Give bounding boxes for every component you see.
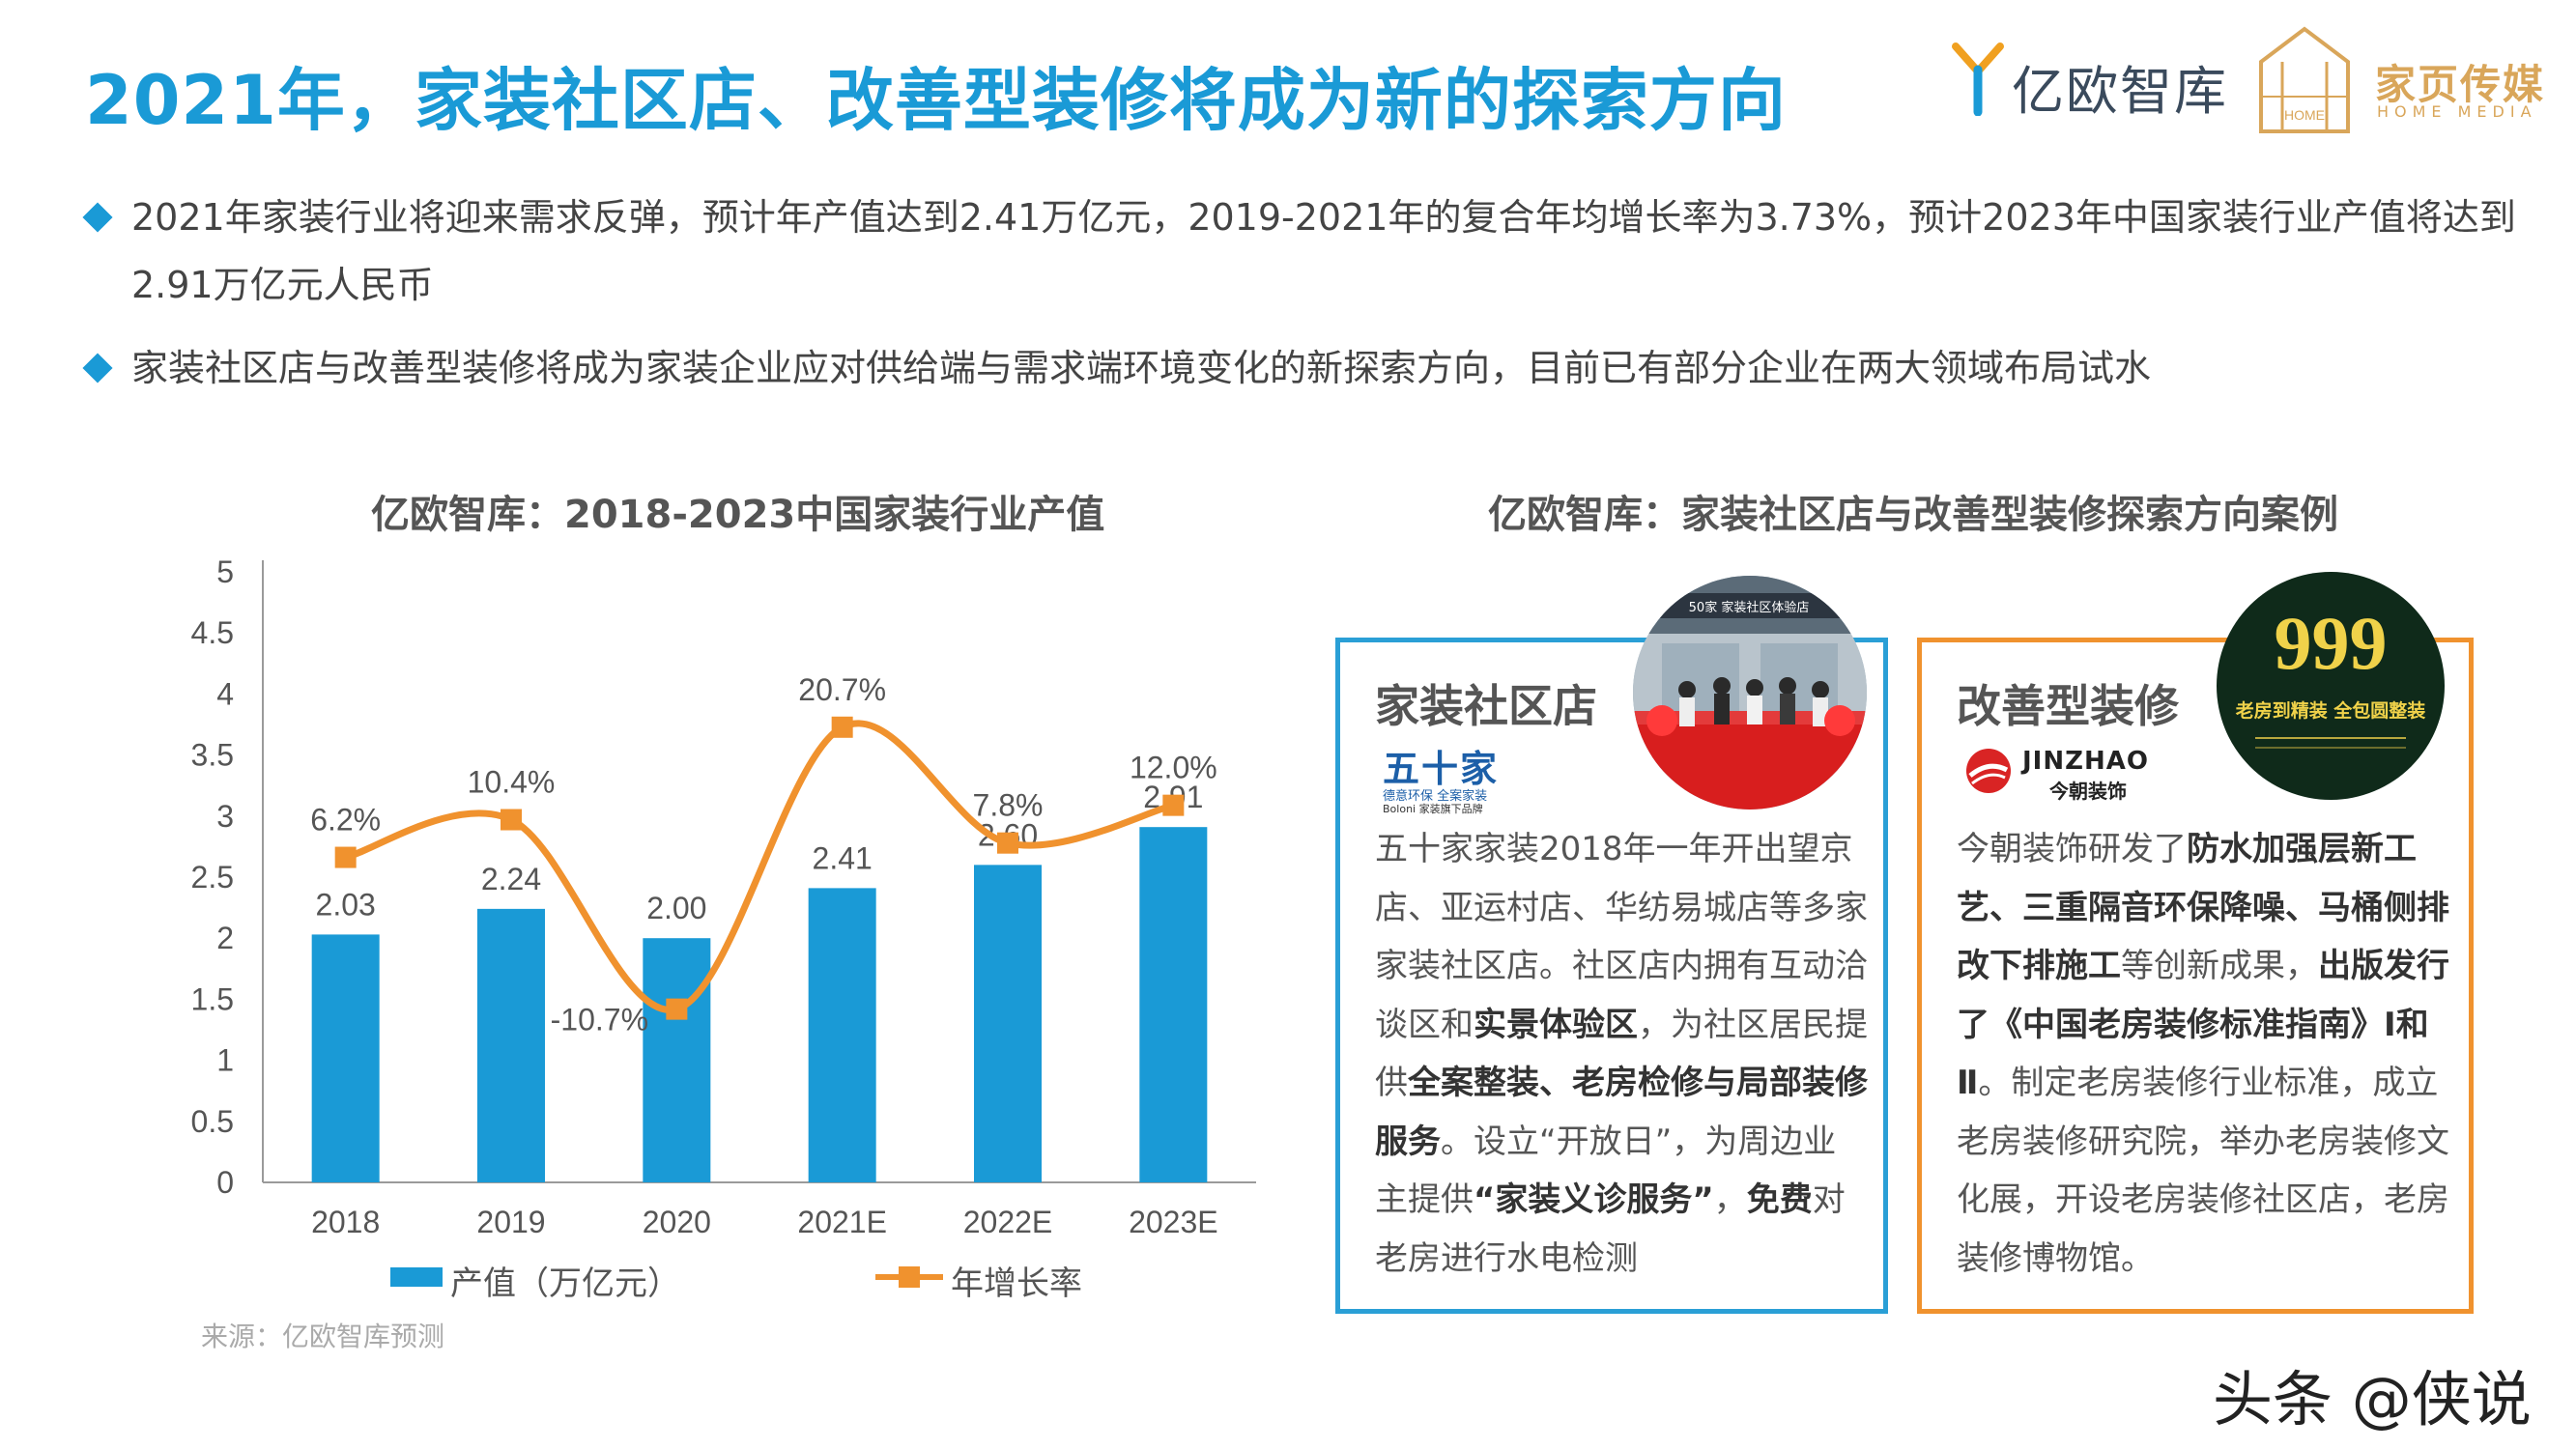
card-body-bold-run: 防水加强层新工艺、三重隔音环保降噪、马桶侧排改下排施工 (1957, 830, 2449, 985)
cases-title: 亿欧智库：家装社区店与改善型装修探索方向案例 (1488, 493, 2338, 537)
card-body-run: ，为社区居民提供 (1375, 1005, 1868, 1103)
y-tick-label: 1.5 (191, 981, 234, 1016)
jinzhao-logo-icon (1966, 749, 2011, 793)
y-tick-label: 1 (216, 1043, 234, 1078)
jinzhao-logo: JINZHAO 今朝装饰 (1964, 747, 2216, 805)
page-title: 2021年，家装社区店、改善型装修将成为新的探索方向 (85, 61, 1787, 140)
community-store-photo: 50家 家装社区体验店 (1633, 576, 1867, 810)
bullet-item: 家装社区店与改善型装修将成为家装企业应对供给端与需求端环境变化的新探索方向，目前… (82, 334, 2541, 402)
y-tick-label: 0.5 (191, 1104, 234, 1139)
jiaye-logo: HOME 家页传媒 HOME MEDIA (2251, 23, 2543, 139)
bar-data-label: 2.41 (813, 840, 873, 875)
growth-rate-point (666, 998, 688, 1020)
bar (808, 888, 876, 1182)
card-body-bold-run: 出版发行了《中国老房装修标准指南》Ⅰ和Ⅱ (1957, 947, 2449, 1102)
bar (1139, 827, 1208, 1182)
card-body-bold-run: 全案整装、老房检修与局部装修服务 (1375, 1064, 1868, 1161)
card-body: 今朝装饰研发了防水加强层新工艺、三重隔音环保降噪、马桶侧排改下排施工等创新成果，… (1957, 820, 2449, 1288)
growth-data-label: -10.7% (551, 1003, 648, 1037)
jiaye-logo-cn: 家页传媒 (2375, 61, 2546, 108)
community-store-card: 家装社区店 五十家 德意环保 全案家装 Boloni 家装旗下品牌 五十家家装2… (1335, 638, 1888, 1314)
diamond-bullet-icon (82, 202, 113, 233)
card-body-run: 等创新成果， (2121, 947, 2318, 985)
bar (643, 938, 711, 1182)
promo-poster-image: 999 老房到精装 全包圆整装 (2217, 572, 2445, 800)
growth-rate-point (1162, 794, 1185, 816)
promo-slogan: 老房到精装 全包圆整装 (2236, 699, 2426, 722)
card-body-bold-run: 实景体验区 (1474, 1005, 1638, 1044)
growth-rate-point (997, 832, 1018, 854)
legend-bar-swatch (390, 1267, 443, 1287)
store-opening-image: 50家 家装社区体验店 (1633, 576, 1867, 810)
growth-data-label: 12.0% (1130, 751, 1217, 785)
y-tick-label: 4 (216, 676, 234, 711)
jiaye-logo-icon: HOME (2259, 26, 2350, 133)
chart-title: 亿欧智库：2018-2023中国家装行业产值 (371, 493, 1105, 537)
wushijia-logo-text: 五十家 (1383, 748, 1500, 790)
x-tick-label: 2019 (476, 1205, 545, 1239)
growth-rate-point (831, 716, 853, 738)
promo-big-number: 999 (2275, 601, 2388, 685)
growth-rate-point (334, 846, 357, 868)
x-tick-label: 2020 (643, 1205, 711, 1239)
x-tick-label: 2023E (1129, 1205, 1218, 1239)
card-title: 改善型装修 (1957, 680, 2179, 732)
y-tick-label: 2.5 (191, 860, 234, 895)
y-tick-label: 5 (216, 554, 234, 589)
bullet-text: 家装社区店与改善型装修将成为家装企业应对供给端与需求端环境变化的新探索方向，目前… (131, 347, 2152, 389)
x-tick-label: 2021E (797, 1205, 887, 1239)
bar (311, 934, 380, 1182)
wushijia-logo-sub: 德意环保 全案家装 (1383, 789, 1488, 804)
growth-data-label: 10.4% (468, 765, 556, 800)
source-note: 来源：亿欧智库预测 (201, 1321, 445, 1352)
growth-data-label: 6.2% (310, 803, 381, 838)
bar (974, 865, 1042, 1182)
bullet-text: 2021年家装行业将迎来需求反弹，预计年产值达到2.41万亿元，2019-202… (131, 196, 2516, 306)
y-tick-label: 2 (216, 921, 234, 955)
store-sign-text: 50家 家装社区体验店 (1689, 600, 1810, 615)
y-tick-label: 3.5 (191, 738, 234, 773)
card-body-run: ， (1713, 1180, 1747, 1219)
output-value-chart: 00.511.522.533.544.552.032.242.002.412.6… (191, 554, 1256, 1302)
card-body-run: 。设立“开放日”，为周边业主提供 (1375, 1122, 1837, 1220)
card-title: 家装社区店 (1375, 680, 1597, 732)
x-tick-label: 2022E (963, 1205, 1053, 1239)
wushijia-logo: 五十家 德意环保 全案家装 Boloni 家装旗下品牌 (1383, 739, 1576, 816)
legend-line-marker (899, 1266, 920, 1288)
card-body-run: 五十家家装2018年一年开出望京店、亚运村店、华纺易城店等多家家装社区店。社区店… (1375, 830, 1868, 1044)
card-body-run: 对老房进行水电检测 (1375, 1180, 1846, 1278)
bar-data-label: 2.00 (646, 891, 706, 925)
growth-data-label: 7.8% (973, 788, 1044, 823)
jiaye-logo-box-text: HOME (2284, 107, 2325, 123)
legend-label: 年增长率 (951, 1265, 1082, 1302)
bar (477, 908, 545, 1182)
card-body-bold-run: “家装义诊服务” (1474, 1180, 1714, 1219)
legend-label: 产值（万亿元） (450, 1265, 680, 1302)
growth-data-label: 20.7% (798, 672, 886, 707)
y-tick-label: 3 (216, 799, 234, 834)
bullet-item: 2021年家装行业将迎来需求反弹，预计年产值达到2.41万亿元，2019-202… (82, 184, 2541, 319)
y-tick-label: 0 (216, 1165, 234, 1200)
watermark: 头条 @侠说 (2213, 1364, 2532, 1435)
wushijia-logo-en: Boloni 家装旗下品牌 (1383, 803, 1483, 815)
jiaye-logo-en: HOME MEDIA (2377, 102, 2537, 121)
jinzhao-logo-en: JINZHAO (2022, 747, 2149, 776)
card-body-run: 。制定老房装修行业标准，成立老房装修研究院，举办老房装修文化展，开设老房装修社区… (1957, 1064, 2449, 1278)
yiou-logo: 亿欧智库 (1952, 37, 2242, 124)
jinzhao-logo-cn: 今朝装饰 (2049, 780, 2127, 803)
yiou-logo-icon (1952, 43, 2004, 116)
y-tick-label: 4.5 (191, 615, 234, 650)
card-body: 五十家家装2018年一年开出望京店、亚运村店、华纺易城店等多家家装社区店。社区店… (1375, 820, 1868, 1288)
diamond-bullet-icon (82, 353, 113, 384)
yiou-logo-text: 亿欧智库 (2012, 61, 2228, 122)
bar-data-label: 2.24 (481, 862, 541, 896)
growth-rate-point (501, 809, 522, 831)
bar-data-label: 2.03 (316, 887, 376, 922)
x-tick-label: 2018 (311, 1205, 380, 1239)
card-body-run: 今朝装饰研发了 (1957, 830, 2187, 868)
improvement-ad-photo: 999 老房到精装 全包圆整装 (2217, 572, 2445, 800)
card-body-bold-run: 免费 (1746, 1180, 1813, 1219)
